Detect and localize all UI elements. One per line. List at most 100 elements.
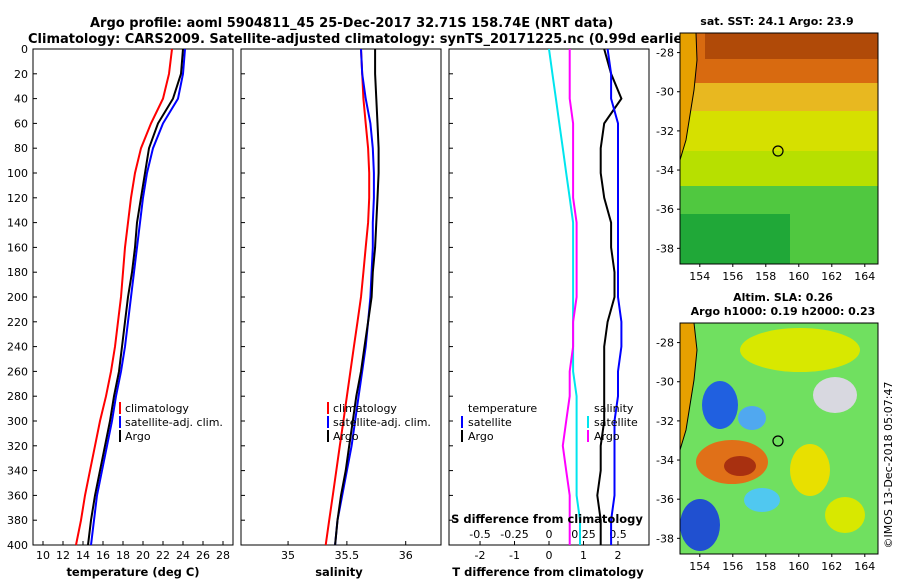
depth-axis: 0 20 40 60 80 100 120 140 160 180 200 220 240 260 280 3… <box>7 43 453 552</box>
x-tick-label: 14 <box>76 549 90 562</box>
figure-title: Argo profile: aoml 5904811_45 25-Dec-201… <box>90 16 613 31</box>
sla-feature <box>790 444 830 496</box>
series-line-satellite-adj-clim- <box>334 48 375 546</box>
sla-feature <box>738 406 766 430</box>
x-tick-label: 36 <box>399 549 413 562</box>
sla-feature <box>724 456 756 476</box>
salinity-x-ticks: 35 35.5 36 <box>281 541 413 562</box>
series-line-climatology <box>75 48 173 546</box>
series-line-salinity-argo <box>606 48 623 545</box>
lat-tick-label: -34 <box>656 164 674 177</box>
sla-feature <box>702 381 738 429</box>
legend-satellite-label: satellite-adj. clim. <box>125 416 223 429</box>
salinity-axis-label: salinity <box>315 565 363 579</box>
lat-tick-label: -38 <box>656 242 674 255</box>
x-tick-label: 0 <box>546 528 553 541</box>
series-line-temperature-satellite <box>548 48 581 545</box>
sla-feature <box>740 328 860 372</box>
sla-feature <box>825 497 865 533</box>
series-line-satellite-adj-clim- <box>90 48 186 546</box>
depth-tick-label: 300 <box>7 415 28 428</box>
x-tick-label: 1 <box>580 549 587 562</box>
legend-temp-satellite-label: satellite <box>468 416 512 429</box>
legend-temperature-title: temperature <box>468 402 537 415</box>
x-tick-label: 18 <box>116 549 130 562</box>
x-tick-label: 0.5 <box>609 528 627 541</box>
sst-yellow-band <box>680 111 878 151</box>
legend-satellite-label: satellite-adj. clim. <box>333 416 431 429</box>
lon-tick-label: 154 <box>689 270 710 283</box>
lon-tick-label: 156 <box>722 560 743 573</box>
lon-tick-label: 156 <box>722 270 743 283</box>
depth-tick-label: 180 <box>7 266 28 279</box>
t-difference-x-ticks: -2 -1 0 1 2 <box>475 541 621 562</box>
lat-tick-label: -28 <box>656 47 674 60</box>
sst-lon-ticks: 154 156 158 160 162 164 <box>689 264 875 283</box>
australia-coast-sst <box>680 33 698 161</box>
x-tick-label: -2 <box>475 549 486 562</box>
sla-feature <box>813 377 857 413</box>
lat-tick-label: -32 <box>656 125 674 138</box>
series-line-climatology <box>324 48 371 546</box>
lon-tick-label: 158 <box>755 270 776 283</box>
sst-orange-band <box>690 83 878 111</box>
legend-sal-satellite-label: satellite <box>594 416 638 429</box>
sla-profile-marker <box>772 435 784 447</box>
legend-sal-argo-label: Argo <box>594 430 620 443</box>
x-tick-label: -0.5 <box>469 528 490 541</box>
sla-feature <box>744 488 780 512</box>
sst-coolest-band <box>680 214 790 264</box>
x-tick-label: 26 <box>196 549 210 562</box>
lat-tick-label: -30 <box>656 376 674 389</box>
difference-series <box>548 48 623 545</box>
lat-tick-label: -36 <box>656 493 674 506</box>
depth-tick-label: 20 <box>14 68 28 81</box>
sla-feature <box>680 499 720 551</box>
lon-tick-label: 162 <box>821 560 842 573</box>
depth-tick-label: 280 <box>7 390 28 403</box>
salinity-panel-frame <box>240 48 442 546</box>
depth-tick-label: 320 <box>7 440 28 453</box>
lat-tick-label: -32 <box>656 415 674 428</box>
x-tick-label: 28 <box>216 549 230 562</box>
temperature-legend: climatology satellite-adj. clim. Argo <box>119 402 223 443</box>
salinity-legend: climatology satellite-adj. clim. Argo <box>327 402 431 443</box>
series-line-temperature-argo <box>596 48 623 545</box>
x-tick-label: 35.5 <box>335 549 360 562</box>
depth-tick-label: 40 <box>14 93 28 106</box>
lon-tick-label: 160 <box>788 560 809 573</box>
depth-tick-label: 100 <box>7 167 28 180</box>
depth-tick-label: 340 <box>7 465 28 478</box>
x-tick-label: 22 <box>156 549 170 562</box>
salinity-series <box>324 48 380 546</box>
s-difference-x-ticks: -0.5 -0.25 0 0.25 0.5 <box>469 528 626 541</box>
sst-lat-ticks: -28 -30 -32 -34 -36 -38 <box>656 47 680 255</box>
x-tick-label: -1 <box>509 549 520 562</box>
lat-tick-label: -38 <box>656 532 674 545</box>
sla-lat-ticks: -28 -30 -32 -34 -36 -38 <box>656 337 680 545</box>
depth-tick-label: 120 <box>7 192 28 205</box>
depth-tick-label: 380 <box>7 514 28 527</box>
depth-tick-label: 60 <box>14 117 28 130</box>
x-tick-label: 16 <box>96 549 110 562</box>
x-tick-label: 24 <box>176 549 190 562</box>
lon-tick-label: 154 <box>689 560 710 573</box>
lat-tick-label: -36 <box>656 203 674 216</box>
depth-tick-label: 400 <box>7 539 28 552</box>
legend-temp-argo-label: Argo <box>468 430 494 443</box>
sla-map-subtitle: Argo h1000: 0.19 h2000: 0.23 <box>691 305 876 318</box>
lat-tick-label: -34 <box>656 454 674 467</box>
x-tick-label: 20 <box>136 549 150 562</box>
lon-tick-label: 162 <box>821 270 842 283</box>
lon-tick-label: 158 <box>755 560 776 573</box>
depth-tick-label: 360 <box>7 489 28 502</box>
lat-tick-label: -28 <box>656 337 674 350</box>
sst-profile-marker <box>772 145 784 157</box>
series-line-argo <box>87 48 184 546</box>
depth-tick-label: 200 <box>7 291 28 304</box>
x-tick-label: 12 <box>56 549 70 562</box>
depth-tick-label: 160 <box>7 241 28 254</box>
legend-salinity-title: salinity <box>594 402 634 415</box>
temperature-series <box>75 48 186 546</box>
